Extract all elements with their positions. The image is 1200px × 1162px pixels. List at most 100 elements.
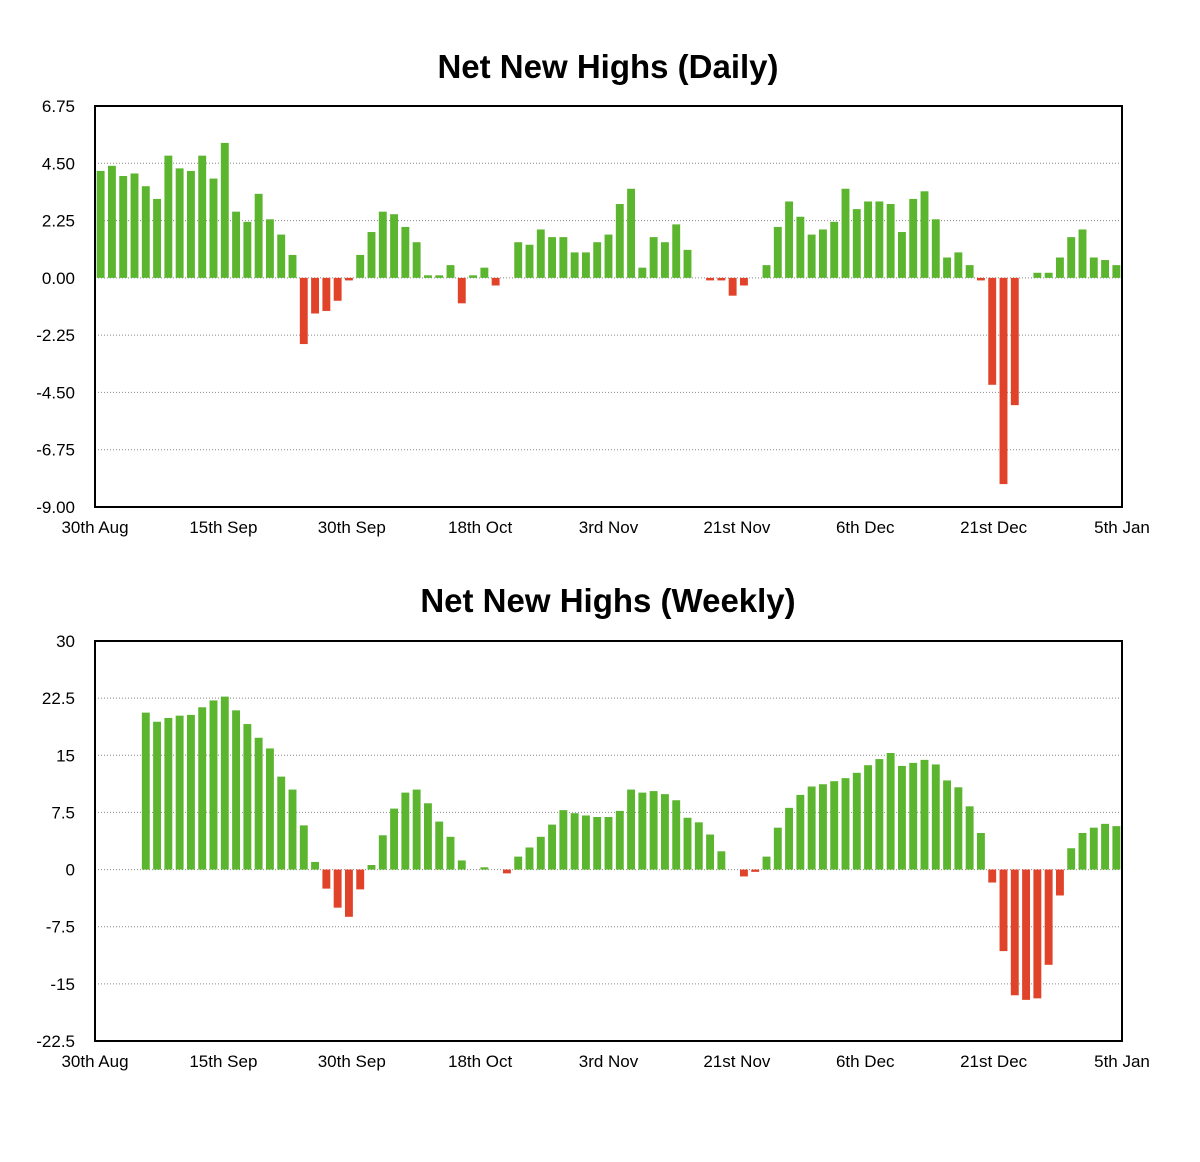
bar xyxy=(660,242,669,278)
bar xyxy=(1078,833,1087,870)
bar xyxy=(1089,827,1098,870)
bar xyxy=(322,277,331,311)
bar xyxy=(299,277,308,345)
y-tick-label: -4.50 xyxy=(36,383,75,402)
bar xyxy=(469,275,478,278)
bar xyxy=(130,173,139,278)
bar xyxy=(232,211,241,278)
y-tick-label: -9.00 xyxy=(36,498,75,517)
bar xyxy=(1101,260,1110,278)
bar xyxy=(604,817,613,870)
bar xyxy=(728,277,737,296)
bar xyxy=(446,836,455,870)
bar xyxy=(243,221,252,278)
bar xyxy=(344,277,353,281)
y-tick-label: 30 xyxy=(56,632,75,651)
x-tick-label: 21st Dec xyxy=(960,1052,1028,1071)
bar xyxy=(153,721,162,870)
bar xyxy=(311,277,320,314)
bar xyxy=(367,232,376,278)
bar xyxy=(875,201,884,278)
bar xyxy=(536,229,545,278)
bar xyxy=(254,737,263,870)
bar xyxy=(288,254,297,278)
y-tick-label: 22.5 xyxy=(42,689,75,708)
bar xyxy=(931,764,940,870)
bar xyxy=(852,772,861,870)
bar xyxy=(254,193,263,278)
bar xyxy=(751,869,760,872)
bar xyxy=(1067,237,1076,278)
bar xyxy=(198,155,207,278)
x-tick-label: 5th Jan xyxy=(1094,1052,1150,1071)
bar xyxy=(480,267,489,278)
bar xyxy=(830,221,839,278)
bar xyxy=(378,211,387,278)
bar xyxy=(311,861,320,870)
x-tick-label: 30th Aug xyxy=(61,1052,128,1071)
bar xyxy=(627,789,636,870)
bar xyxy=(220,696,229,870)
x-tick-label: 6th Dec xyxy=(836,1052,895,1071)
bar xyxy=(1101,823,1110,870)
bar xyxy=(322,869,331,889)
weekly-chart: Net New Highs (Weekly) 30 22.5 15 7.5 0 -7.5 -… xyxy=(36,582,1150,1071)
bar xyxy=(965,265,974,278)
bar xyxy=(457,860,466,870)
y-tick-label: 15 xyxy=(56,746,75,765)
bar xyxy=(1022,869,1031,1000)
bar xyxy=(198,707,207,870)
bar xyxy=(367,865,376,870)
bar xyxy=(1010,277,1019,406)
bar xyxy=(423,803,432,870)
x-tick-label: 15th Sep xyxy=(189,518,257,537)
bar xyxy=(841,188,850,278)
bar xyxy=(401,226,410,278)
bar xyxy=(683,817,692,870)
x-tick-label: 6th Dec xyxy=(836,518,895,537)
bar xyxy=(265,219,274,278)
bar xyxy=(164,155,173,278)
x-tick-label: 21st Nov xyxy=(703,518,771,537)
y-tick-label: 6.75 xyxy=(42,97,75,116)
bar xyxy=(107,165,116,278)
bar xyxy=(525,244,534,278)
bar xyxy=(988,277,997,385)
bar xyxy=(1010,869,1019,996)
x-tick-label: 30th Sep xyxy=(318,518,386,537)
bar xyxy=(209,700,218,870)
bar xyxy=(1112,265,1121,278)
bar xyxy=(186,714,195,870)
bar xyxy=(265,748,274,870)
bar xyxy=(875,759,884,870)
bar xyxy=(390,808,399,870)
bar xyxy=(954,252,963,278)
bar xyxy=(920,191,929,278)
bar xyxy=(412,242,421,278)
bar xyxy=(96,170,105,278)
bar xyxy=(988,869,997,883)
bar xyxy=(785,201,794,278)
bar xyxy=(796,794,805,870)
y-tick-label: -22.5 xyxy=(36,1032,75,1051)
bar xyxy=(164,717,173,870)
bar xyxy=(333,277,342,301)
bar xyxy=(480,867,489,870)
bar xyxy=(717,851,726,870)
bar xyxy=(694,822,703,870)
bar xyxy=(356,869,365,890)
bar xyxy=(593,817,602,870)
bar xyxy=(581,815,590,870)
bar xyxy=(818,229,827,278)
bar xyxy=(818,784,827,870)
bar xyxy=(773,827,782,870)
bar xyxy=(220,142,229,278)
bar xyxy=(604,234,613,278)
bar xyxy=(1112,826,1121,870)
bar xyxy=(401,792,410,870)
chart-title: Net New Highs (Daily) xyxy=(437,48,778,85)
plot-frame xyxy=(94,105,1123,508)
x-tick-label: 18th Oct xyxy=(448,1052,513,1071)
bar xyxy=(864,765,873,870)
